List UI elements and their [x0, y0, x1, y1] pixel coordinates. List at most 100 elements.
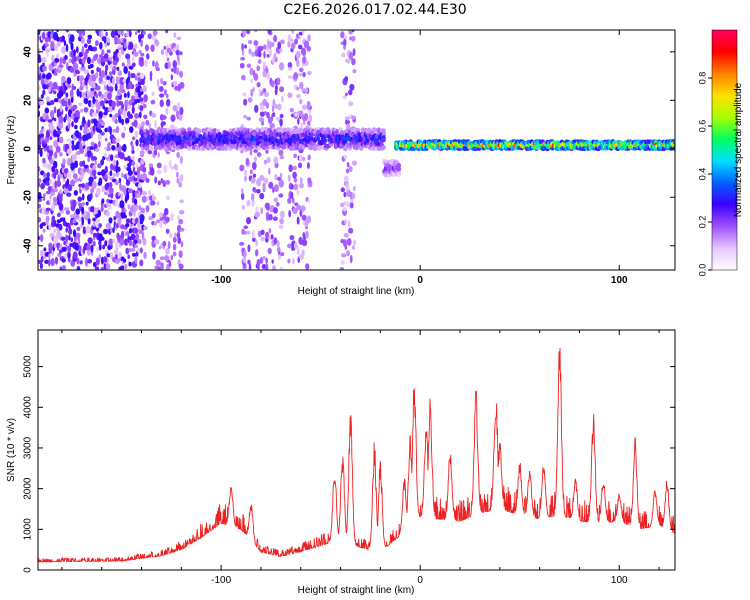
heatmap-cell [179, 81, 185, 89]
heatmap-cell [268, 181, 274, 189]
heatmap-cell [179, 106, 184, 116]
y-tick-label: 3000 [23, 436, 34, 459]
heatmap-cell [271, 80, 275, 88]
heatmap-cell [134, 75, 138, 81]
heatmap-cell [66, 192, 72, 197]
heatmap-cell [297, 246, 300, 255]
heatmap-cell [116, 66, 120, 71]
heatmap-cell [292, 207, 298, 215]
heatmap-cell [265, 237, 269, 243]
heatmap-cell [49, 100, 55, 105]
heatmap-cell [73, 190, 79, 196]
heatmap-cell [147, 150, 153, 155]
heatmap-cell [127, 204, 131, 210]
heatmap-cell [290, 38, 294, 43]
heatmap-cell [150, 44, 155, 52]
heatmap-cell [105, 263, 111, 270]
heatmap-cell [307, 34, 311, 42]
heatmap-cell [125, 231, 130, 237]
heatmap-cell [148, 163, 154, 168]
heatmap-cell [251, 229, 255, 239]
heatmap-cell [59, 57, 63, 65]
heatmap-cell [131, 105, 135, 114]
heatmap-cell [124, 117, 130, 124]
heatmap-cell [176, 36, 182, 41]
heatmap-cell [62, 158, 66, 166]
heatmap-cell [128, 238, 133, 247]
heatmap-cell [101, 49, 105, 56]
heatmap-cell [176, 67, 180, 76]
heatmap-cell [300, 122, 303, 130]
heatmap-cell [45, 48, 51, 53]
heatmap-cell [170, 114, 176, 122]
heatmap-cell [89, 146, 95, 150]
heatmap-cell [165, 247, 170, 255]
snr-x-axis: -100 0 100 [61, 330, 660, 586]
heatmap-cell [274, 173, 278, 181]
heatmap-cell [46, 163, 52, 170]
heatmap-cell [166, 98, 171, 107]
heatmap-cell [396, 172, 401, 178]
heatmap-cell [83, 69, 89, 75]
heatmap-cell [154, 39, 158, 44]
heatmap-cell [133, 177, 138, 182]
heatmap-cell [46, 172, 51, 178]
heatmap-cell [72, 251, 78, 260]
heatmap-cell [81, 91, 87, 98]
heatmap-cell [345, 183, 350, 192]
heatmap-cell [108, 217, 113, 224]
heatmap-cell [293, 72, 299, 80]
heatmap-cell [112, 159, 117, 166]
heatmap-cell [86, 167, 90, 174]
heatmap-cell [64, 54, 68, 60]
snr-y-axis-label: SNR (10 * v/v) [6, 418, 17, 482]
heatmap-cell [260, 127, 265, 132]
heatmap-cell [72, 218, 77, 224]
heatmap-cell [254, 211, 260, 218]
heatmap-cell [88, 176, 94, 183]
heatmap-cell [61, 30, 63, 31]
heatmap-cell [64, 207, 70, 211]
heatmap-cell [302, 232, 306, 238]
heatmap-cell [175, 44, 180, 50]
heatmap-cell [117, 44, 122, 48]
heatmap-cell [296, 216, 300, 225]
heatmap-cell [253, 30, 258, 33]
heatmap-cell [71, 153, 75, 163]
heatmap-cell [132, 56, 135, 62]
heatmap-cell [78, 102, 83, 107]
y-tick-label: 2000 [23, 477, 34, 500]
heatmap-cell [160, 49, 165, 56]
heatmap-cell [268, 48, 273, 57]
heatmap-cell [172, 80, 178, 86]
heatmap-cell [148, 215, 154, 221]
heatmap-cell [300, 205, 306, 212]
heatmap-cell [151, 192, 155, 197]
heatmap-cell [347, 120, 350, 124]
heatmap-cell [146, 196, 150, 201]
heatmap-cell [117, 192, 121, 197]
x-tick-label: 0 [417, 275, 423, 286]
heatmap-cell [341, 52, 346, 58]
heatmap-cell [307, 177, 312, 184]
heatmap-cell [293, 153, 297, 159]
heatmap-cell [278, 149, 284, 156]
heatmap-cell [241, 50, 245, 56]
heatmap-cell [177, 215, 180, 221]
heatmap-cell [110, 30, 116, 39]
heatmap-cell [138, 111, 142, 119]
heatmap-cell [65, 43, 69, 53]
heatmap-cell [61, 258, 66, 263]
heatmap-cell [131, 73, 136, 79]
heatmap-cell [306, 70, 312, 76]
heatmap-cell [348, 165, 353, 173]
heatmap-cells [38, 30, 675, 270]
heatmap-cell [144, 44, 150, 52]
heatmap-cell [67, 184, 73, 192]
heatmap-cell [123, 92, 127, 98]
heatmap-cell [307, 154, 311, 161]
heatmap-cell [273, 52, 277, 60]
heatmap-cell [53, 160, 58, 169]
heatmap-cell [244, 175, 247, 182]
